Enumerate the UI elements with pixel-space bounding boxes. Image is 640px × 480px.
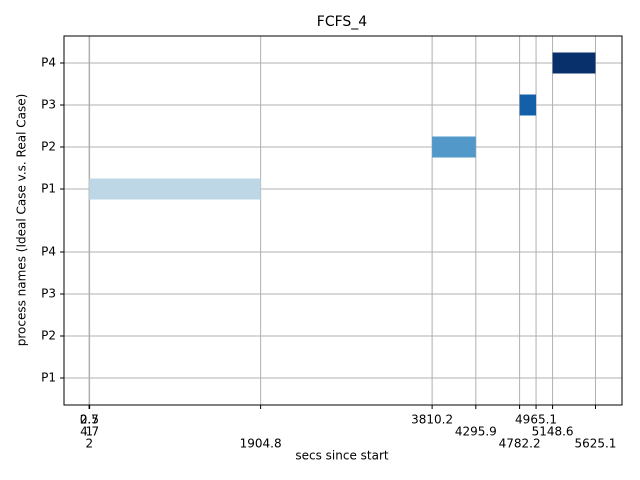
task-bar — [552, 52, 596, 74]
x-tick-label: 4295.9 — [455, 425, 497, 439]
x-tick-label: 2.5 — [80, 413, 99, 427]
task-bar — [519, 94, 537, 116]
x-tick-label: 5625.1 — [574, 437, 616, 451]
y-tick-label: P1 — [41, 182, 56, 196]
plot-frame — [63, 35, 623, 406]
y-tick-label: P3 — [41, 98, 56, 112]
x-tick-label: 0.7 — [80, 413, 99, 427]
chart-title: FCFS_4 — [317, 14, 368, 30]
task-bar — [89, 178, 261, 200]
y-tick-label: P2 — [41, 329, 56, 343]
x-tick-label: 1904.8 — [240, 437, 282, 451]
y-tick-label: P3 — [41, 287, 56, 301]
x-tick-label: 4782.2 — [499, 437, 541, 451]
x-tick-label: 1 — [85, 425, 93, 439]
x-tick-label: 4.7 — [80, 425, 99, 439]
x-tick-label: 4965.1 — [515, 413, 557, 427]
y-tick-label: P1 — [41, 371, 56, 385]
x-tick-label: 3810.2 — [411, 413, 453, 427]
y-tick-label: P4 — [41, 245, 56, 259]
y-tick-label: P2 — [41, 140, 56, 154]
y-tick-label: P4 — [41, 56, 56, 70]
x-tick-label: 2 — [86, 437, 94, 451]
x-axis-label: secs since start — [295, 449, 389, 463]
x-tick-label: 5148.6 — [532, 425, 574, 439]
task-bar — [432, 136, 476, 158]
y-axis-label: process names (Ideal Case v.s. Real Case… — [15, 94, 29, 347]
